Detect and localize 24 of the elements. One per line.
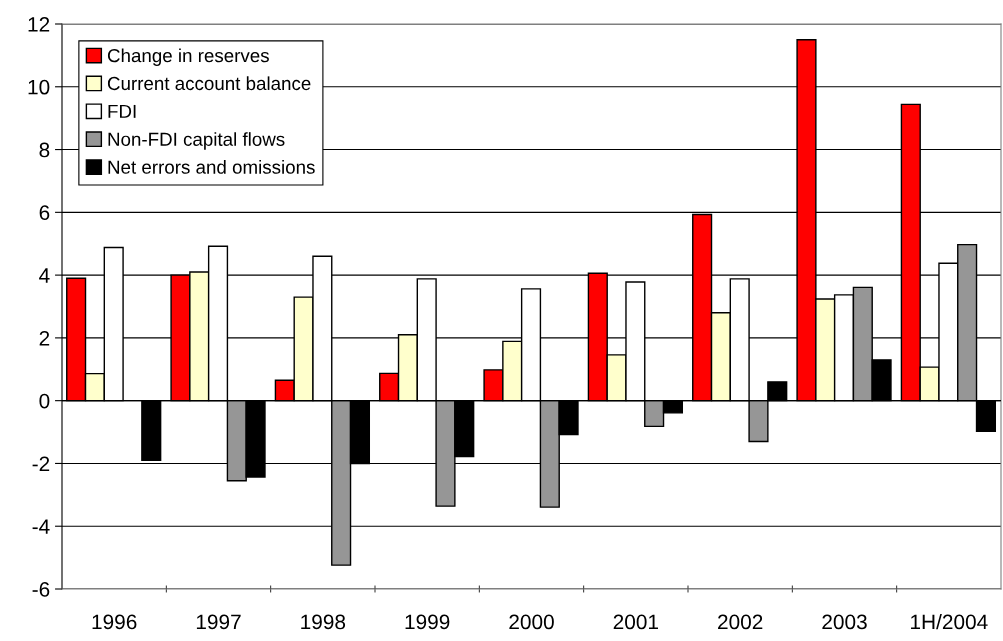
x-tick-label: 2001 bbox=[613, 614, 658, 630]
legend-label: Non-FDI capital flows bbox=[108, 132, 285, 150]
y-tick-label: -2 bbox=[32, 456, 50, 471]
legend-label: Net errors and omissions bbox=[108, 160, 315, 174]
y-tick-label: 10 bbox=[28, 79, 50, 95]
x-tick-label: 1998 bbox=[301, 614, 346, 630]
legend-label: FDI bbox=[108, 104, 136, 118]
x-tick-label: 1H/2004 bbox=[911, 614, 988, 630]
x-tick-label: 2003 bbox=[822, 614, 867, 630]
y-tick-label: 6 bbox=[39, 205, 50, 221]
x-tick-label: 1997 bbox=[196, 614, 241, 630]
y-tick-label: -6 bbox=[32, 582, 50, 597]
x-tick-label: 2000 bbox=[509, 614, 554, 630]
y-tick-label: 8 bbox=[39, 142, 50, 158]
x-tick-label: 1999 bbox=[405, 614, 450, 630]
legend-label: Change in reserves bbox=[107, 48, 269, 66]
y-tick-label: 2 bbox=[39, 330, 50, 346]
y-tick-label: 0 bbox=[39, 393, 50, 409]
x-tick-label: 2002 bbox=[718, 614, 763, 630]
y-tick-label: -4 bbox=[32, 519, 50, 534]
x-tick-label: 1996 bbox=[92, 614, 137, 630]
y-tick-label: 12 bbox=[28, 17, 50, 32]
y-tick-label: 4 bbox=[39, 268, 50, 283]
legend-label: Current account balance bbox=[107, 76, 311, 91]
